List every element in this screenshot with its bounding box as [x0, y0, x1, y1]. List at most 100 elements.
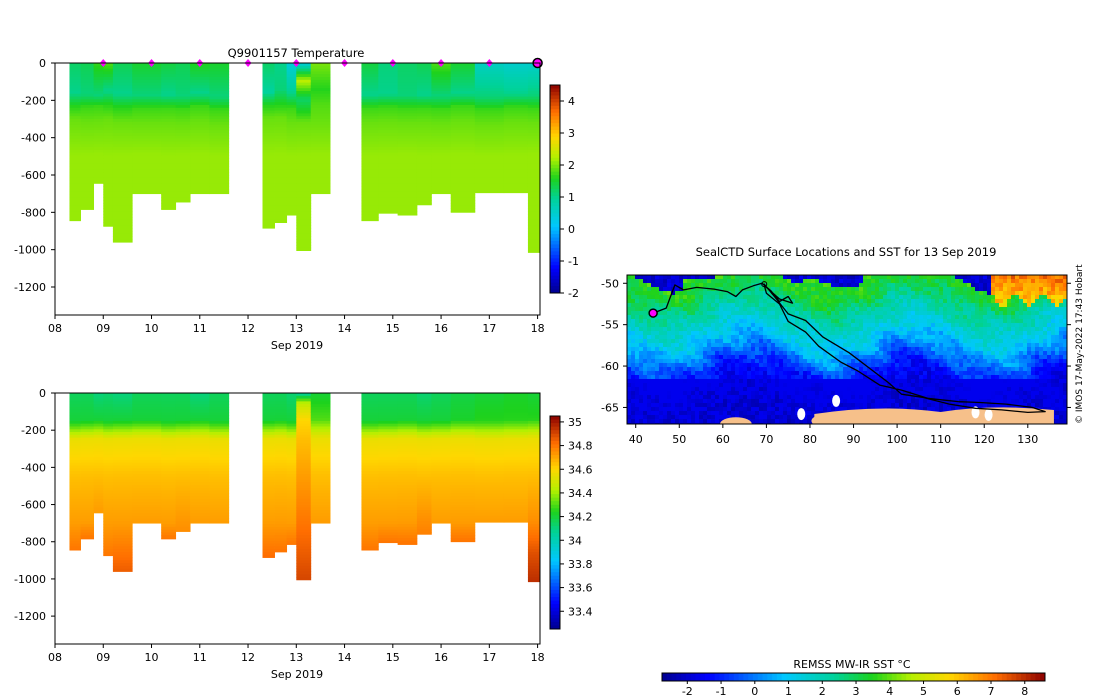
section-cell — [175, 71, 191, 75]
sst-cell — [627, 279, 632, 284]
sst-cell — [783, 319, 788, 324]
section-cell — [209, 119, 230, 123]
section-cell — [286, 208, 297, 212]
sst-cell — [947, 335, 952, 340]
section-cell — [274, 507, 288, 511]
section-cell — [474, 65, 505, 69]
sst-cell — [635, 283, 640, 288]
section-cell — [503, 135, 529, 139]
sst-cell — [903, 303, 908, 308]
section-cell — [310, 102, 331, 106]
sst-cell — [791, 279, 796, 284]
sst-cell — [647, 275, 652, 280]
sst-cell — [955, 343, 960, 348]
section-cell — [296, 532, 312, 536]
section-cell — [397, 99, 418, 103]
section-cell — [161, 401, 177, 405]
sst-cell — [935, 303, 940, 308]
sst-cell — [1019, 319, 1024, 324]
section-cell — [361, 468, 379, 472]
section-cell — [112, 524, 133, 528]
sst-cell — [631, 311, 636, 316]
colorbar-segment — [550, 593, 560, 598]
section-cell — [527, 211, 541, 215]
sst-cell — [723, 307, 728, 312]
sst-cell — [883, 319, 888, 324]
sst-cell — [847, 299, 852, 304]
sst-cell — [1063, 327, 1068, 332]
section-cell — [112, 510, 133, 514]
section-cell — [132, 107, 162, 111]
sst-cell — [911, 303, 916, 308]
sst-cell — [835, 331, 840, 336]
section-cell — [450, 518, 476, 522]
section-cell — [190, 501, 210, 505]
section-cell — [112, 501, 133, 505]
sst-cell — [1051, 331, 1056, 336]
section-cell — [527, 432, 541, 436]
sst-cell — [1047, 339, 1052, 344]
sst-cell — [827, 295, 832, 300]
sst-cell — [1003, 339, 1008, 344]
sst-cell — [787, 291, 792, 296]
sst-cell — [971, 335, 976, 340]
sst-cell — [831, 343, 836, 348]
section-cell — [474, 175, 505, 179]
section-cell — [274, 116, 288, 120]
section-cell — [310, 105, 331, 109]
section-cell — [503, 429, 529, 433]
section-cell — [93, 166, 104, 170]
sst-cell — [1043, 315, 1048, 320]
section-cell — [103, 189, 114, 193]
section-cell — [431, 191, 452, 195]
section-cell — [274, 88, 288, 92]
sst-cell — [723, 311, 728, 316]
sst-cell — [731, 315, 736, 320]
section-cell — [274, 473, 288, 478]
sst-cell — [691, 327, 696, 332]
section-cell — [80, 65, 95, 69]
section-cell — [450, 490, 476, 494]
section-cell — [397, 476, 418, 480]
section-cell — [209, 127, 230, 131]
sst-cell — [863, 295, 868, 300]
sst-cell — [963, 295, 968, 300]
sst-cell — [1023, 287, 1028, 292]
section-cell — [262, 135, 275, 139]
section-cell — [296, 510, 312, 514]
sst-cell — [1031, 331, 1036, 336]
colorbar-segment — [550, 568, 560, 573]
sst-cell — [891, 275, 896, 280]
section-cell — [262, 82, 275, 86]
section-cell — [175, 93, 191, 97]
section-cell — [103, 524, 114, 528]
section-cell — [274, 426, 288, 430]
sst-cell — [711, 283, 716, 288]
sst-cell — [719, 343, 724, 348]
sst-cell — [887, 347, 892, 352]
sst-cell — [643, 279, 648, 284]
sst-cell — [1043, 319, 1048, 324]
sst-cell — [719, 339, 724, 344]
sst-cell — [987, 347, 992, 352]
sst-cell — [995, 283, 1000, 288]
sst-cell — [1027, 299, 1032, 304]
section-cell — [286, 432, 297, 436]
section-cell — [503, 113, 529, 117]
sst-cell — [819, 307, 824, 312]
section-cell — [80, 82, 95, 86]
section-cell — [262, 512, 275, 517]
sst-cell — [751, 347, 756, 352]
sst-cell — [771, 307, 776, 312]
sst-cell — [1007, 303, 1012, 308]
sst-cell — [931, 339, 936, 344]
section-cell — [209, 141, 230, 145]
sst-cell — [863, 335, 868, 340]
section-cell — [431, 473, 452, 478]
section-cell — [431, 169, 452, 173]
section-cell — [262, 77, 275, 81]
sst-cell — [975, 311, 980, 316]
sst-cell — [971, 319, 976, 324]
sst-cell — [923, 275, 928, 280]
sst-cell — [979, 347, 984, 352]
